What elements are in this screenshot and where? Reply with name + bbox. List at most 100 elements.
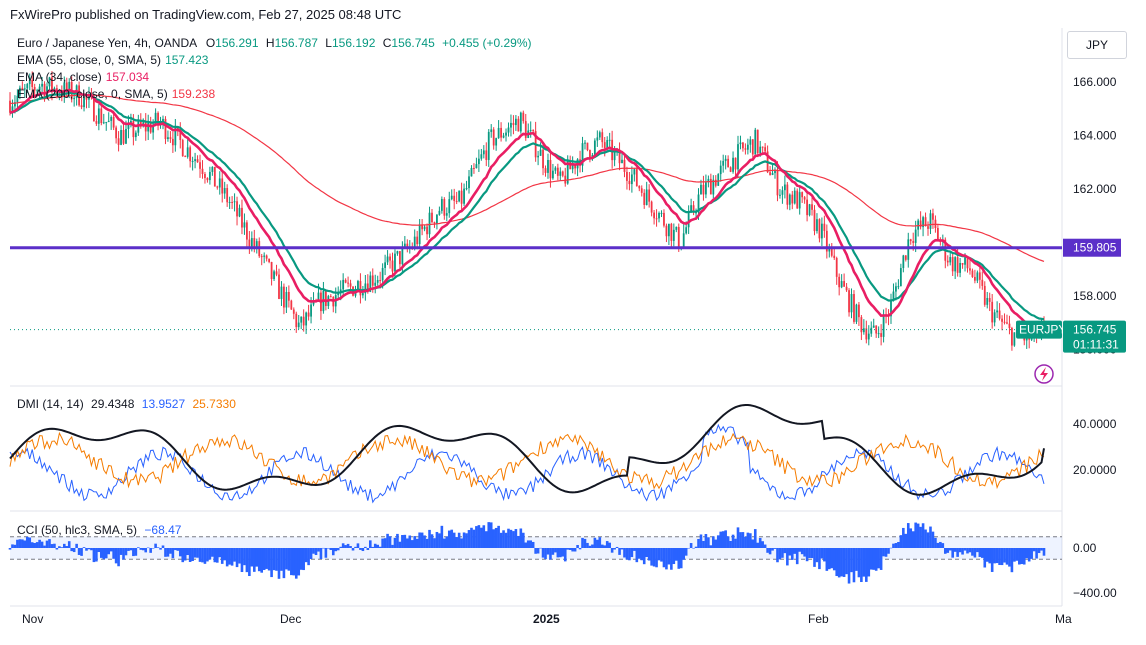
price-pane[interactable] — [9, 71, 1062, 351]
adx-line[interactable] — [9, 404, 1045, 496]
cci-pane[interactable] — [8, 522, 1062, 584]
ema200-legend[interactable]: EMA (200, close, 0, SMA, 5) 159.238 — [17, 87, 215, 101]
candle-body — [270, 261, 273, 280]
currency-button[interactable]: JPY — [1067, 31, 1127, 59]
cci-bar — [299, 548, 303, 570]
cci-bar — [433, 538, 436, 548]
cci-bar — [351, 548, 355, 551]
cci-bar — [243, 548, 246, 566]
candle-body — [450, 195, 453, 200]
cci-bar — [270, 548, 273, 578]
candle-body — [946, 260, 949, 263]
candle-body — [709, 178, 712, 195]
candle-body — [423, 226, 426, 230]
cci-bar — [650, 548, 653, 566]
candle-body — [347, 282, 349, 284]
candle-body — [786, 184, 789, 205]
cci-bar — [586, 542, 589, 548]
candle-body — [843, 281, 846, 287]
candle-body — [539, 149, 542, 156]
main-legend[interactable]: Euro / Japanese Yen, 4h, OANDA O156.291 … — [17, 36, 532, 50]
cci-bar — [25, 536, 29, 548]
cci-bar — [546, 548, 550, 555]
candle-body — [253, 238, 256, 248]
cci-bar — [314, 548, 318, 555]
candle-body — [645, 189, 648, 205]
candle-body — [981, 279, 984, 286]
candle-body — [374, 282, 377, 286]
cci-bar — [277, 548, 281, 579]
candle-body — [932, 213, 934, 220]
ema55-line[interactable] — [9, 91, 1045, 321]
ema200-line[interactable] — [9, 94, 1045, 262]
candle-body — [132, 120, 135, 138]
dmi-legend[interactable]: DMI (14, 14) 29.4348 13.9527 25.7330 — [17, 397, 236, 411]
cci-bar — [751, 539, 755, 548]
cci-bar — [699, 534, 703, 548]
cci-bar — [904, 533, 908, 548]
publisher-text: FxWirePro published on TradingView.com, … — [10, 7, 402, 22]
candle-body — [438, 210, 441, 215]
candle-body — [853, 294, 855, 322]
candle-body — [455, 200, 458, 202]
cci-bar — [1027, 548, 1031, 562]
ema55-legend[interactable]: EMA (55, close, 0, SMA, 5) 157.423 — [17, 53, 208, 67]
candle-body — [507, 127, 510, 133]
dmi-pane[interactable] — [9, 404, 1045, 504]
candle-body — [223, 188, 226, 194]
candle-body — [125, 128, 127, 144]
cci-bar — [203, 548, 207, 564]
candle-body — [613, 151, 616, 161]
cci-bar — [499, 532, 503, 548]
cci-bar — [640, 548, 644, 561]
cci-bar — [366, 548, 370, 551]
candle-body — [107, 120, 110, 122]
cci-bar — [798, 548, 801, 552]
candle-body — [549, 159, 552, 179]
cci-bar — [430, 534, 434, 548]
lightning-icon[interactable] — [1034, 364, 1054, 384]
cci-bar — [857, 548, 861, 578]
cci-bar — [603, 545, 607, 548]
cci-bar — [181, 548, 185, 563]
candle-body — [596, 137, 599, 141]
candle-body — [630, 174, 633, 185]
cci-bar — [684, 548, 688, 556]
ema34-line[interactable] — [9, 88, 1045, 330]
candle-body — [473, 167, 475, 169]
time-axis-label: Nov — [22, 612, 43, 626]
cci-bar — [233, 548, 236, 562]
cci-bar — [729, 540, 732, 548]
candle-body — [603, 142, 606, 149]
cci-bar — [272, 548, 276, 571]
cci-legend[interactable]: CCI (50, hlc3, SMA, 5) −68.47 — [17, 523, 181, 537]
candle-body — [677, 226, 680, 249]
time-axis-label: 2025 — [533, 612, 560, 626]
candle-body — [184, 156, 187, 158]
cci-bar — [539, 547, 542, 549]
candle-body — [996, 310, 999, 313]
cci-bar — [939, 541, 942, 548]
cci-bar — [906, 523, 910, 548]
cci-bar — [58, 546, 61, 548]
cci-bar — [971, 548, 974, 556]
candle-body — [702, 184, 705, 195]
cci-bar — [292, 548, 296, 576]
cci-bar — [208, 548, 212, 560]
candle-body — [737, 144, 739, 170]
candle-body — [391, 260, 394, 272]
cci-bar — [381, 538, 384, 548]
candle-body — [751, 139, 754, 155]
candle-body — [285, 291, 288, 308]
ema34-legend[interactable]: EMA (34, close) 157.034 — [17, 70, 149, 84]
cci-bar — [509, 529, 513, 548]
cci-bar — [840, 548, 843, 577]
cci-bar — [672, 548, 676, 565]
cci-bar — [327, 548, 330, 549]
candle-body — [487, 131, 490, 160]
candle-body — [756, 129, 759, 153]
cci-bar — [255, 548, 259, 567]
cci-bar — [517, 535, 520, 548]
candle-body — [364, 283, 367, 294]
